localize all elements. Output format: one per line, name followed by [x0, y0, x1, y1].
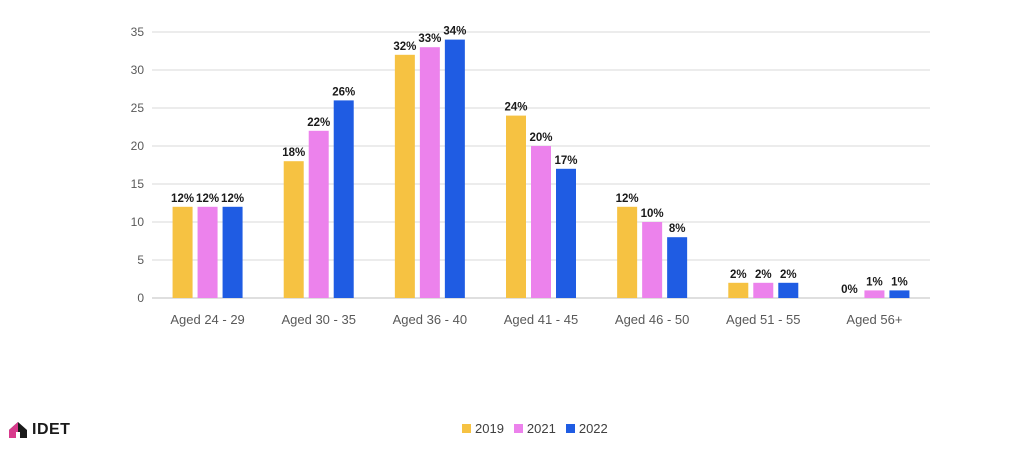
data-label: 12%	[221, 193, 244, 205]
y-tick-label: 5	[137, 253, 144, 267]
bar-2019	[617, 206, 638, 298]
legend-swatch-2021	[513, 424, 523, 433]
legend-item-2021: 2021	[513, 421, 556, 436]
bar-2019	[283, 161, 304, 298]
bar-2021	[308, 130, 329, 298]
data-label: 33%	[418, 33, 441, 45]
data-label: 2%	[730, 269, 747, 281]
data-label: 0%	[841, 284, 858, 296]
data-label: 2%	[755, 269, 772, 281]
legend-label-2022: 2022	[578, 421, 608, 436]
bar-2022	[778, 282, 799, 298]
bar-2021	[197, 206, 218, 298]
data-label: 20%	[529, 132, 552, 144]
y-tick-label: 30	[131, 63, 145, 77]
data-label: 32%	[393, 41, 416, 53]
data-label: 24%	[504, 102, 527, 114]
x-category-label: Aged 46 - 50	[615, 312, 689, 327]
legend-label-2021: 2021	[526, 421, 556, 436]
bar-2022	[444, 39, 465, 298]
bar-2021	[642, 222, 663, 298]
x-category-label: Aged 41 - 45	[504, 312, 578, 327]
bar-2022	[333, 100, 354, 299]
y-tick-label: 25	[131, 101, 145, 115]
data-label: 12%	[196, 193, 219, 205]
logo-text: IDET	[32, 421, 71, 438]
data-label: 22%	[307, 117, 330, 129]
bar-2021	[531, 146, 551, 298]
data-label: 34%	[443, 26, 466, 38]
data-label: 17%	[554, 155, 577, 167]
legend-swatch-2022	[565, 424, 575, 433]
x-category-label: Aged 51 - 55	[726, 312, 800, 327]
legend-item-2019: 2019	[462, 421, 504, 436]
legend-label-2019: 2019	[475, 421, 504, 436]
data-label: 2%	[780, 269, 797, 281]
legend-item-2022: 2022	[565, 421, 608, 436]
bar-2019	[728, 282, 749, 298]
idet-logo: IDET	[8, 421, 70, 439]
bar-2022	[222, 206, 243, 298]
data-label: 8%	[669, 223, 686, 235]
data-label: 26%	[332, 86, 355, 98]
bar-2019	[506, 115, 526, 298]
data-label: 18%	[282, 147, 305, 159]
legend-swatch-2019	[462, 424, 471, 433]
y-tick-label: 10	[131, 215, 145, 229]
y-tick-label: 15	[131, 177, 145, 191]
bar-2021	[419, 47, 440, 299]
bar-2021	[753, 282, 774, 298]
bar-2022	[556, 168, 576, 298]
y-tick-label: 20	[131, 139, 145, 153]
x-category-label: Aged 30 - 35	[281, 312, 355, 327]
data-label: 1%	[866, 276, 883, 288]
data-label: 1%	[891, 276, 908, 288]
bar-2022	[889, 290, 910, 298]
y-tick-label: 0	[137, 291, 144, 305]
data-label: 12%	[171, 193, 194, 205]
data-label: 12%	[616, 193, 639, 205]
bar-2019	[394, 54, 415, 298]
x-category-label: Aged 36 - 40	[393, 312, 467, 327]
house-logo-icon	[9, 422, 27, 438]
bar-2019	[172, 206, 193, 298]
y-tick-label: 35	[131, 25, 145, 39]
bar-2022	[667, 237, 688, 298]
bar-2021	[864, 290, 885, 298]
x-category-label: Aged 56+	[846, 312, 902, 327]
x-category-label: Aged 24 - 29	[170, 312, 244, 327]
chart-legend: 2019 2021 2022	[462, 421, 608, 436]
data-label: 10%	[641, 208, 664, 220]
